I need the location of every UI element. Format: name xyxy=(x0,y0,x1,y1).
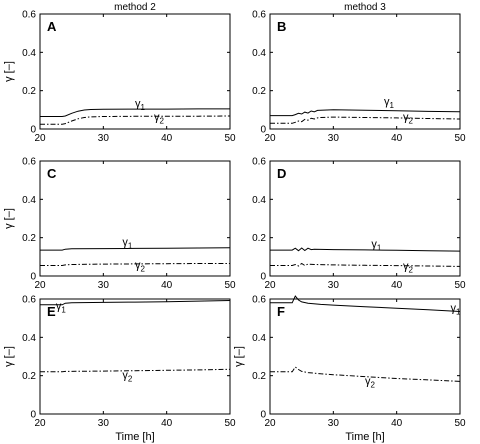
panel-d-series-2-line xyxy=(270,262,461,267)
panel-e: 20 30 40 50 0 0.2 0.4 0.6 γ [–] Time [h] E γ1 γ2 xyxy=(3,295,236,444)
panel-f-xtick-label: 20 xyxy=(264,418,276,429)
panel-c-ylabel: γ [–] xyxy=(3,208,15,229)
panel-f-frame xyxy=(269,298,461,415)
panel-c-series-2-line xyxy=(40,263,230,266)
panel-a-ytick-label: 0.6 xyxy=(22,10,36,21)
panel-c-series-2-label: γ2 xyxy=(135,259,146,273)
panel-c-ytick-label: 0.6 xyxy=(22,157,36,168)
panel-a-series-2-label: γ2 xyxy=(154,111,165,125)
panel-c-ytick-label: 0.4 xyxy=(22,195,36,206)
panel-e-xtick-label: 40 xyxy=(161,418,173,429)
panel-e-ytick-label: 0.4 xyxy=(22,333,36,344)
panel-c-xtick-label: 30 xyxy=(98,280,110,291)
panel-a-xtick-label: 40 xyxy=(161,133,173,144)
panel-d-xtick-label: 50 xyxy=(454,280,466,291)
panel-f-ytick-label: 0.6 xyxy=(252,295,266,306)
panel-f-series-2-label: γ2 xyxy=(365,375,376,389)
panel-f-ytick-label: 0.2 xyxy=(252,371,266,382)
panel-c-frame xyxy=(39,160,231,277)
panel-e-xtick-label: 20 xyxy=(34,418,46,429)
panel-a-ytick-label: 0.2 xyxy=(22,86,36,97)
panel-b-ytick-label: 0.6 xyxy=(252,10,266,21)
column-title-method-3: method 3 xyxy=(344,2,386,13)
panel-e-ytick-label: 0 xyxy=(30,410,36,421)
panel-b-xtick-label: 30 xyxy=(328,133,340,144)
panel-e-letter: E xyxy=(47,304,56,319)
panel-a-xtick-label: 20 xyxy=(34,133,46,144)
panel-d-letter: D xyxy=(277,166,286,181)
panel-f-ylabel: γ [–] xyxy=(233,346,245,367)
panel-b-xtick-label: 50 xyxy=(454,133,466,144)
panel-e-xlabel: Time [h] xyxy=(115,431,154,443)
panel-b-series-2-line xyxy=(270,116,461,124)
panel-c-series-1-label: γ1 xyxy=(122,236,133,250)
panel-b-series-1-label: γ1 xyxy=(384,96,395,110)
panel-f-xtick-label: 30 xyxy=(328,418,340,429)
panel-e-ytick-label: 0.2 xyxy=(22,371,36,382)
panel-c-letter: C xyxy=(47,166,57,181)
panel-e-series-2-line xyxy=(40,368,231,373)
panel-c-xtick-label: 20 xyxy=(34,280,46,291)
panel-f-xtick-label: 50 xyxy=(454,418,466,429)
panel-a: 20 30 40 50 0 0.2 0.4 0.6 γ [–] Aγ1 γ2 xyxy=(3,10,236,145)
panel-e-ytick-label: 0.6 xyxy=(22,295,36,306)
panel-d-ytick-label: 0.6 xyxy=(252,157,266,168)
panel-a-series-2-line xyxy=(40,115,231,125)
panel-d-xtick-label: 40 xyxy=(391,280,403,291)
panel-d-xtick-label: 20 xyxy=(264,280,276,291)
panel-e-xtick-label: 30 xyxy=(98,418,110,429)
column-title-method-2: method 2 xyxy=(114,2,156,13)
panel-b-series-2-label: γ2 xyxy=(403,111,414,125)
panel-d: 20 30 40 50 0 0.2 0.4 0.6 Dγ1 γ2 xyxy=(252,157,466,292)
panel-a-letter: A xyxy=(47,19,57,34)
panel-c-ytick-label: 0 xyxy=(30,272,36,283)
panel-d-frame xyxy=(269,160,461,277)
panel-e-xtick-label: 50 xyxy=(224,418,236,429)
panel-e-series-1-label: γ1 xyxy=(56,301,66,315)
panel-f: 20 30 40 50 0 0.2 0.4 0.6 γ [–] Time [h] F γ1 γ2 xyxy=(233,295,466,444)
panel-a-ylabel: γ [–] xyxy=(3,61,15,82)
panel-f-xlabel: Time [h] xyxy=(345,431,384,443)
panel-e-ylabel: γ [–] xyxy=(3,346,15,367)
panel-f-series-1-label: γ1 xyxy=(451,302,462,316)
panel-a-series-1-line xyxy=(40,108,230,117)
panel-f-xtick-label: 40 xyxy=(391,418,403,429)
panel-d-xtick-label: 30 xyxy=(328,280,340,291)
panel-d-ytick-label: 0 xyxy=(260,272,266,283)
panel-c-xtick-label: 40 xyxy=(161,280,173,291)
panel-a-ytick-label: 0 xyxy=(30,125,36,136)
panel-e-series-1-line xyxy=(40,300,231,306)
panel-b-series-1-line xyxy=(270,109,461,117)
panel-b-xtick-label: 40 xyxy=(391,133,403,144)
panel-d-series-1-label: γ1 xyxy=(371,238,382,252)
panel-b-xtick-label: 20 xyxy=(264,133,276,144)
panel-b-ytick-label: 0 xyxy=(260,125,266,136)
panel-a-xtick-label: 50 xyxy=(224,133,236,144)
panel-a-xtick-label: 30 xyxy=(98,133,110,144)
panel-d-series-1-line xyxy=(270,247,461,252)
panel-b: 20 30 40 50 0 0.2 0.4 0.6 Bγ1 γ2 xyxy=(252,10,466,145)
panel-b-ytick-label: 0.4 xyxy=(252,48,266,59)
panel-d-ytick-label: 0.2 xyxy=(252,233,266,244)
panel-d-ytick-label: 0.4 xyxy=(252,195,266,206)
panel-f-letter: F xyxy=(277,304,285,319)
panel-a-series-1-label: γ1 xyxy=(135,98,146,112)
panel-e-series-2-label: γ2 xyxy=(122,370,133,384)
panel-f-series-1-line xyxy=(270,295,461,312)
panel-a-frame xyxy=(39,13,231,130)
panel-f-ytick-label: 0.4 xyxy=(252,333,266,344)
panel-c-series-1-line xyxy=(40,247,231,251)
panel-b-letter: B xyxy=(277,19,286,34)
panel-c-ytick-label: 0.2 xyxy=(22,233,36,244)
panel-d-series-2-label: γ2 xyxy=(403,260,414,274)
panel-c-xtick-label: 50 xyxy=(224,280,236,291)
panel-e-frame xyxy=(39,298,231,415)
panel-f-ytick-label: 0 xyxy=(260,410,266,421)
panel-b-ytick-label: 0.2 xyxy=(252,86,266,97)
panel-a-ytick-label: 0.4 xyxy=(22,48,36,59)
